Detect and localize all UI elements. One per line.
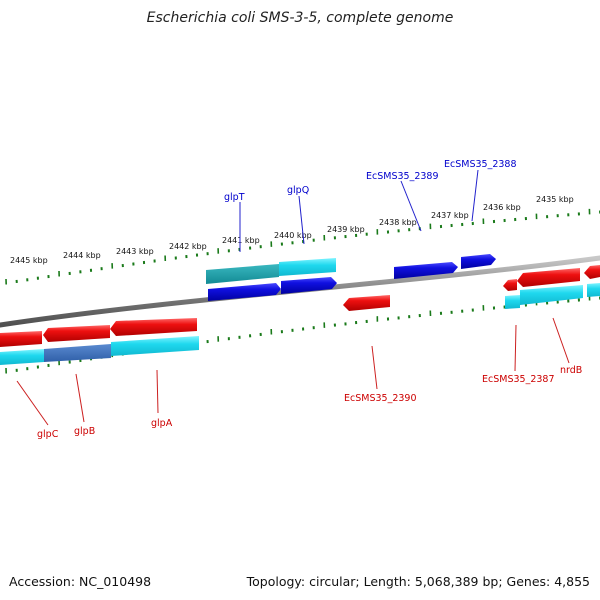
cds-nrdB[interactable] <box>587 283 600 297</box>
gene-label[interactable]: glpT <box>224 192 245 203</box>
cds-glpC[interactable] <box>0 349 44 365</box>
cds-EcSMS35_2387-small[interactable] <box>505 295 520 309</box>
cds-glpB[interactable] <box>44 344 111 362</box>
gene-label[interactable]: EcSMS35_2388 <box>444 159 517 170</box>
label-leaders <box>16 169 570 426</box>
cds-glpT[interactable] <box>206 264 279 284</box>
cds-glpA[interactable] <box>111 336 199 356</box>
gene-nrdB[interactable] <box>584 265 600 279</box>
accession-text: Accession: NC_010498 <box>9 574 152 589</box>
kbp-label: 2443 kbp <box>116 247 154 256</box>
gene-label[interactable]: EcSMS35_2390 <box>344 393 417 404</box>
gene-label[interactable]: glpB <box>74 426 95 437</box>
forward-genes <box>208 254 496 301</box>
kbp-label: 2445 kbp <box>10 256 48 265</box>
genome-summary-text: Topology: circular; Length: 5,068,389 bp… <box>246 574 590 589</box>
gene-EcSMS35_2387-small[interactable] <box>503 279 517 291</box>
gene-glpA[interactable] <box>110 318 197 336</box>
scale-ticks-outer <box>5 208 600 285</box>
scale-labels: 2445 kbp 2444 kbp 2443 kbp 2442 kbp 2441… <box>10 195 574 265</box>
gene-label[interactable]: glpA <box>151 418 173 429</box>
gene-EcSMS35_2389[interactable] <box>394 262 458 279</box>
gene-EcSMS35_2390[interactable] <box>343 295 390 311</box>
kbp-label: 2435 kbp <box>536 195 574 204</box>
reverse-genes <box>0 265 600 347</box>
kbp-label: 2436 kbp <box>483 203 521 212</box>
gene-EcSMS35_2388[interactable] <box>461 254 496 269</box>
kbp-label: 2444 kbp <box>63 251 101 260</box>
gene-glpC[interactable] <box>0 331 42 347</box>
gene-label[interactable]: EcSMS35_2387 <box>482 374 555 385</box>
kbp-label: 2437 kbp <box>431 211 469 220</box>
kbp-label: 2441 kbp <box>222 236 260 245</box>
kbp-label: 2440 kbp <box>274 231 312 240</box>
gene-labels: glpT glpQ EcSMS35_2389 EcSMS35_2388 glpC… <box>37 159 582 440</box>
forward-cds <box>206 258 336 284</box>
kbp-label: 2442 kbp <box>169 242 207 251</box>
gene-EcSMS35_2387[interactable] <box>517 268 580 287</box>
kbp-label: 2438 kbp <box>379 218 417 227</box>
gene-glpT[interactable] <box>208 283 281 301</box>
gene-label[interactable]: nrdB <box>560 365 582 376</box>
gene-glpQ[interactable] <box>281 277 337 294</box>
gene-glpB[interactable] <box>43 325 110 342</box>
gene-label[interactable]: glpC <box>37 429 59 440</box>
kbp-label: 2439 kbp <box>327 225 365 234</box>
map-title: Escherichia coli SMS-3-5, complete genom… <box>146 10 454 26</box>
gene-label[interactable]: glpQ <box>287 185 309 196</box>
reverse-cds <box>0 283 600 365</box>
cds-glpQ[interactable] <box>279 258 336 276</box>
cds-EcSMS35_2387[interactable] <box>520 285 583 305</box>
gene-label[interactable]: EcSMS35_2389 <box>366 171 439 182</box>
